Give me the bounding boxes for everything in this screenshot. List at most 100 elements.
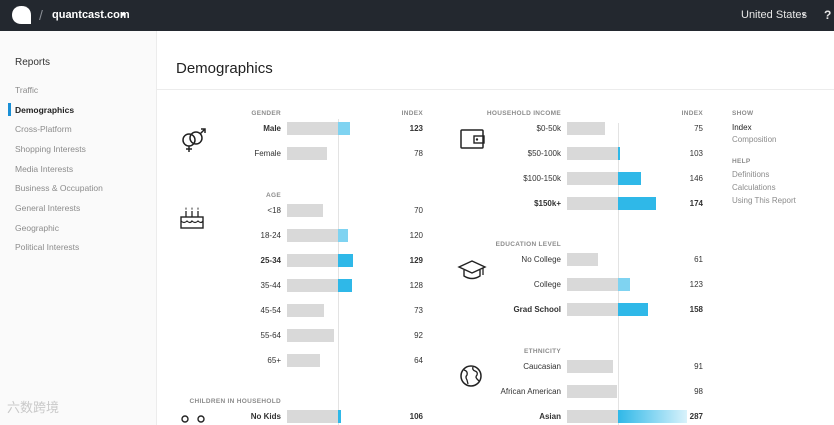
- ethnicity-header: ETHNICITY: [523, 348, 561, 355]
- sidebar-item-business-occupation[interactable]: Business & Occupation: [15, 183, 103, 193]
- page-title: Demographics: [176, 60, 273, 77]
- country-selector[interactable]: United States: [741, 9, 808, 21]
- bar-over-no-kids: [338, 410, 342, 423]
- show-composition-link[interactable]: Composition: [732, 135, 777, 144]
- bar-over-150k: [618, 197, 656, 210]
- watermark: 六数跨境: [7, 400, 60, 415]
- sidebar-item-political-interests[interactable]: Political Interests: [15, 242, 80, 252]
- top-bar: / quantcast.com ▾ United States ▾ ?: [0, 0, 834, 31]
- bar-base-male: [287, 122, 338, 135]
- show-header: SHOW: [732, 110, 754, 117]
- calculations-link[interactable]: Calculations: [732, 183, 776, 192]
- row-index-45-54: 73: [414, 306, 423, 315]
- index-baseline-right: [618, 123, 619, 425]
- bar-base-no-kids: [287, 410, 338, 423]
- help-icon[interactable]: ?: [824, 8, 832, 22]
- using-this-report-link[interactable]: Using This Report: [732, 196, 796, 205]
- gender-icon: [182, 128, 206, 152]
- bar-base-50-100k: [567, 147, 618, 160]
- divider-slash: /: [39, 7, 43, 23]
- row-index-18-24: 120: [409, 231, 423, 240]
- sidebar-title: Reports: [15, 57, 51, 68]
- sidebar-item-general-interests[interactable]: General Interests: [15, 203, 81, 213]
- row-index-caucasian: 91: [694, 362, 703, 371]
- education-level-header: EDUCATION LEVEL: [495, 241, 561, 248]
- row-label-male: Male: [263, 124, 281, 133]
- bar-base-45-54: [287, 304, 325, 317]
- row-index-asian: 287: [689, 412, 703, 421]
- row-label-college: College: [533, 280, 561, 289]
- bar-over-asian: [618, 410, 687, 423]
- row-index-african-american: 98: [694, 387, 703, 396]
- bar-base-18-24: [287, 229, 338, 242]
- row-label-50-100k: $50-100k: [527, 149, 561, 158]
- bar-base-african-american: [567, 385, 617, 398]
- sidebar-item-demographics[interactable]: Demographics: [15, 105, 75, 115]
- bar-base-25-34: [287, 254, 338, 267]
- row-label-18-24: 18-24: [260, 231, 281, 240]
- sidebar-item-media-interests[interactable]: Media Interests: [15, 164, 74, 174]
- bar-base-35-44: [287, 279, 338, 292]
- help-header: HELP: [732, 158, 751, 165]
- row-label-100-150k: $100-150k: [523, 174, 561, 183]
- row-label-25-34: 25-34: [260, 256, 281, 265]
- bar-base-65: [287, 354, 320, 367]
- index-header-left: INDEX: [401, 110, 423, 117]
- show-index-link[interactable]: Index: [732, 123, 752, 132]
- row-label-african-american: African American: [500, 387, 561, 396]
- quantcast-logo-icon[interactable]: [11, 5, 32, 25]
- definitions-link[interactable]: Definitions: [732, 170, 770, 179]
- graduation-cap-icon: [457, 260, 487, 280]
- bar-over-college: [618, 278, 630, 291]
- row-label-18: <18: [267, 206, 281, 215]
- index-baseline-left: [338, 119, 339, 425]
- bar-base-grad-school: [567, 303, 618, 316]
- bar-base-0-50k: [567, 122, 606, 135]
- index-header-right: INDEX: [681, 110, 703, 117]
- sidebar-item-cross-platform[interactable]: Cross-Platform: [15, 124, 72, 134]
- children-icon: [181, 415, 205, 423]
- divider: [157, 89, 834, 90]
- main-content: Demographics GENDER INDEX AGE CHILDREN I…: [157, 31, 834, 425]
- bar-base-55-64: [287, 329, 334, 342]
- site-selector[interactable]: quantcast.com: [52, 9, 130, 21]
- row-index-college: 123: [689, 280, 703, 289]
- active-indicator: [8, 103, 11, 116]
- sidebar-item-shopping-interests[interactable]: Shopping Interests: [15, 144, 86, 154]
- globe-icon: [460, 365, 482, 387]
- chevron-down-icon[interactable]: ▾: [802, 12, 806, 19]
- row-index-0-50k: 75: [694, 124, 703, 133]
- bar-over-male: [338, 122, 350, 135]
- row-label-no-college: No College: [521, 255, 561, 264]
- bar-over-18-24: [338, 229, 349, 242]
- row-label-asian: Asian: [539, 412, 561, 421]
- row-label-45-54: 45-54: [260, 306, 281, 315]
- birthday-cake-icon: [180, 207, 204, 229]
- household-income-header: HOUSEHOLD INCOME: [486, 110, 561, 117]
- row-label-female: Female: [254, 149, 281, 158]
- bar-over-25-34: [338, 254, 353, 267]
- bar-base-caucasian: [567, 360, 614, 373]
- row-index-grad-school: 158: [689, 305, 703, 314]
- children-header: CHILDREN IN HOUSEHOLD: [189, 398, 281, 405]
- row-index-100-150k: 146: [689, 174, 703, 183]
- row-label-65: 65+: [267, 356, 281, 365]
- bar-base-asian: [567, 410, 618, 423]
- bar-base-college: [567, 278, 618, 291]
- row-label-caucasian: Caucasian: [523, 362, 561, 371]
- sidebar-item-geographic[interactable]: Geographic: [15, 223, 59, 233]
- row-index-55-64: 92: [414, 331, 423, 340]
- bar-base-150k: [567, 197, 618, 210]
- wallet-icon: [460, 129, 485, 149]
- bar-base-female: [287, 147, 327, 160]
- row-index-35-44: 128: [409, 281, 423, 290]
- row-label-150k: $150k+: [534, 199, 561, 208]
- bar-over-35-44: [338, 279, 353, 292]
- sidebar: Reports Traffic Demographics Cross-Platf…: [0, 31, 157, 425]
- chevron-down-icon[interactable]: ▾: [121, 10, 126, 19]
- row-index-female: 78: [414, 149, 423, 158]
- sidebar-item-traffic[interactable]: Traffic: [15, 85, 39, 95]
- row-index-150k: 174: [689, 199, 703, 208]
- row-index-50-100k: 103: [689, 149, 703, 158]
- bar-base-18: [287, 204, 323, 217]
